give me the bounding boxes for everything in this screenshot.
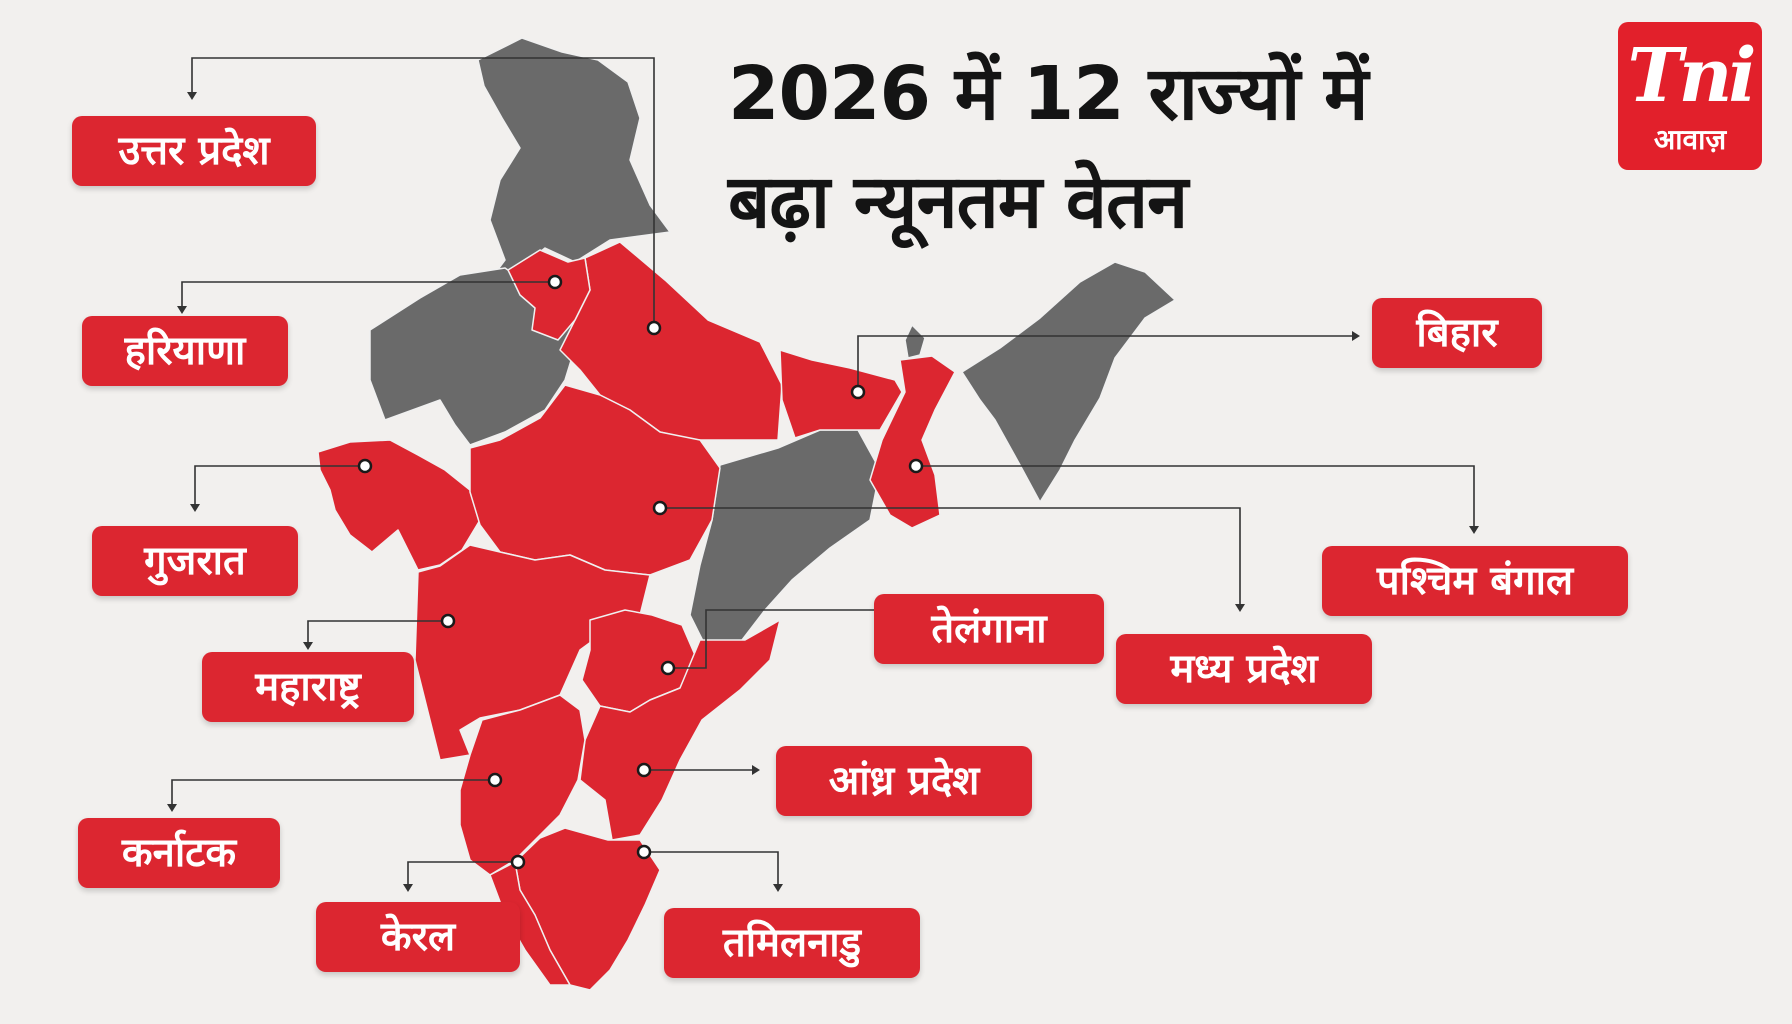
region-sikkim-gray xyxy=(904,324,926,359)
label-telangana: तेलंगाना xyxy=(874,594,1104,664)
headline-line-1: 2026 में 12 राज्यों में xyxy=(728,51,1368,137)
label-andhra-pradesh: आंध्र प्रदेश xyxy=(776,746,1032,816)
state-wb-region xyxy=(869,355,956,529)
label-bihar: बिहार xyxy=(1372,298,1542,368)
connector-lines xyxy=(171,57,1475,884)
state-bihar-region xyxy=(779,349,903,439)
state-gujarat-region xyxy=(317,439,481,571)
label-madhya-pradesh: मध्य प्रदेश xyxy=(1116,634,1372,704)
logo-subtitle: आवाज़ xyxy=(1653,123,1727,156)
label-kerala: केरल xyxy=(316,902,520,972)
label-uttar-pradesh: उत्तर प्रदेश xyxy=(72,116,316,186)
region-northeast-gray xyxy=(961,261,1176,503)
state-andhra-region xyxy=(579,619,781,841)
connector-dots xyxy=(357,274,924,870)
headline: 2026 में 12 राज्यों में बढ़ा न्यूनतम वेत… xyxy=(728,40,1368,256)
label-karnataka: कर्नाटक xyxy=(78,818,280,888)
region-north-gray xyxy=(474,37,671,301)
headline-line-2: बढ़ा न्यूनतम वेतन xyxy=(728,159,1188,245)
state-karnataka-region xyxy=(459,694,586,876)
label-tamilnadu: तमिलनाडु xyxy=(664,908,920,978)
label-west-bengal: पश्चिम बंगाल xyxy=(1322,546,1628,616)
label-maharashtra: महाराष्ट्र xyxy=(202,652,414,722)
label-haryana: हरियाणा xyxy=(82,316,288,386)
region-rajasthan-gray xyxy=(369,267,583,446)
state-haryana-region xyxy=(507,249,591,341)
label-gujarat: गुजरात xyxy=(92,526,298,596)
region-east-gray xyxy=(689,429,881,656)
tni-awaaz-logo: Tni आवाज़ xyxy=(1618,22,1762,170)
logo-mark: Tni xyxy=(1627,33,1757,119)
